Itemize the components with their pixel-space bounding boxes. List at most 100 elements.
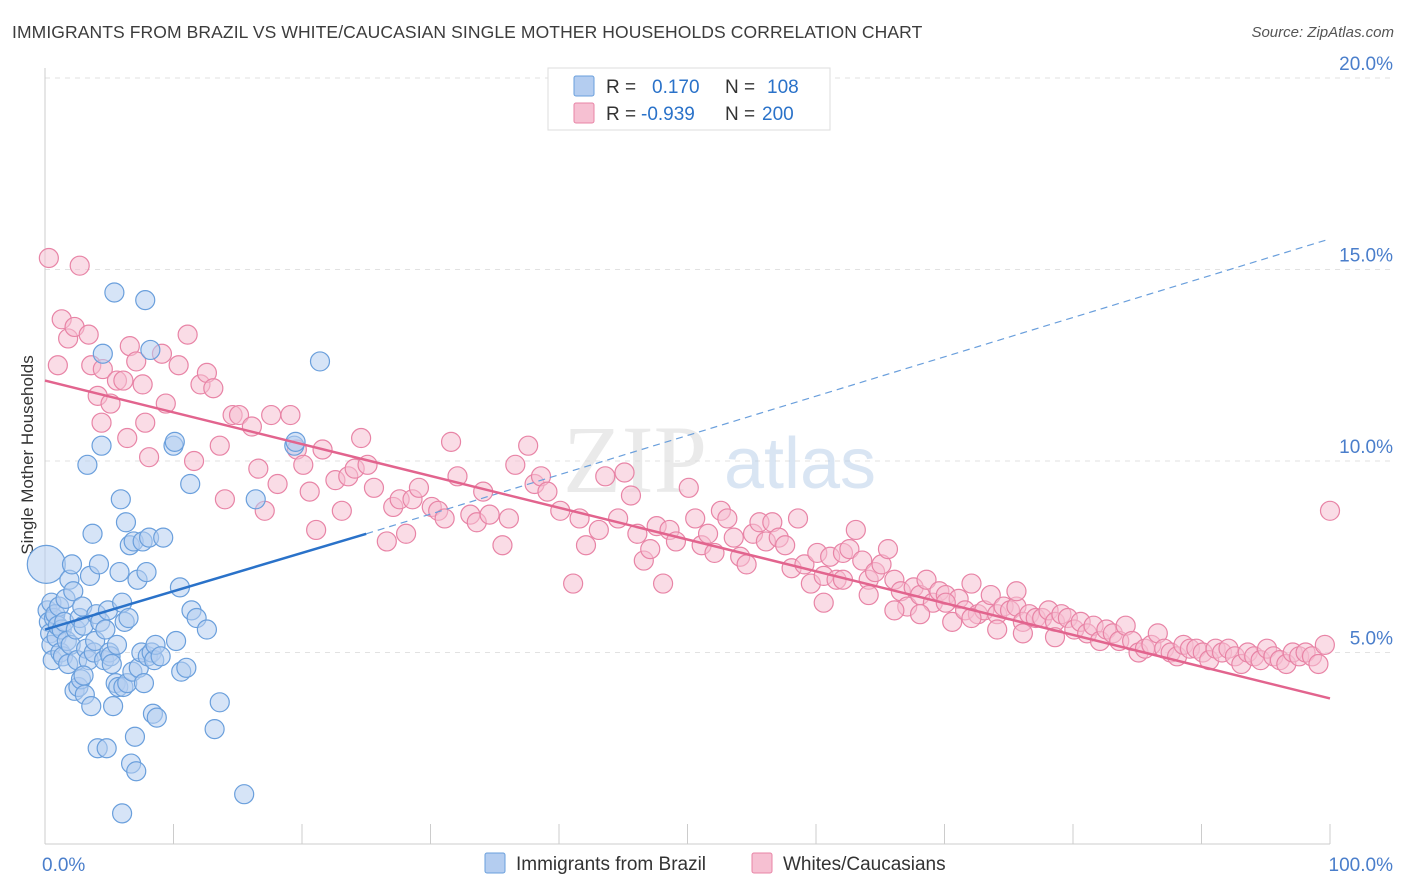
immigrants-brazil-point (103, 696, 124, 717)
watermark-atlas: atlas (724, 424, 876, 504)
whites-caucasians-point (916, 569, 937, 590)
whites-caucasians-point (376, 531, 397, 552)
legend-swatch-pink (573, 102, 595, 124)
whites-caucasians-point (845, 519, 866, 541)
whites-caucasians-point (575, 535, 597, 556)
whites-caucasians-point (620, 485, 642, 506)
whites-caucasians-point (177, 324, 198, 345)
whites-caucasians-point (248, 458, 269, 479)
immigrants-brazil-point (73, 665, 94, 686)
whites-caucasians-point (505, 454, 526, 475)
brazil-trend-line (44, 532, 367, 631)
whites-caucasians-point (38, 247, 59, 269)
whites-caucasians-point (117, 427, 138, 449)
whites-caucasians-point (126, 351, 147, 372)
legend-r-value-blue: 0.170 (652, 77, 700, 98)
bottom-legend-swatch-blue (484, 852, 506, 874)
legend-r-value-pink: -0.939 (641, 104, 695, 125)
immigrants-brazil-point (176, 657, 197, 678)
legend-r-label-blue: R = (606, 77, 636, 98)
immigrants-brazil-point (164, 431, 185, 452)
whites-caucasians-point (138, 447, 160, 468)
immigrants-brazil-point (135, 290, 156, 311)
immigrants-brazil-point (126, 761, 147, 782)
whites-caucasians-point (884, 600, 905, 621)
y-tick-labels: 5.0% 10.0% 15.0% 20.0% (1339, 54, 1393, 650)
immigrants-brazil-point (111, 803, 133, 824)
immigrants-brazil-point (115, 512, 137, 533)
immigrants-brazil-point (106, 634, 128, 655)
immigrants-brazil-point (209, 692, 230, 713)
whites-caucasians-point (267, 473, 288, 495)
grid-lines (45, 77, 1395, 653)
whites-caucasians-point (306, 519, 327, 541)
y-tick-label-2: 15.0% (1339, 246, 1393, 267)
immigrants-brazil-point (165, 630, 187, 652)
whites-caucasians-point (91, 412, 112, 433)
immigrants-brazil-point (110, 489, 131, 510)
whites-caucasians-point (685, 508, 706, 529)
whites-caucasians-point (203, 378, 224, 399)
whites-caucasians-point (299, 481, 320, 502)
immigrants-brazil-point (196, 619, 218, 640)
whites-caucasians-point (980, 584, 1001, 606)
whites-caucasians-point (395, 523, 417, 544)
whites-caucasians-point (47, 355, 68, 376)
series-legend: Immigrants from Brazil Whites/Caucasians (484, 852, 946, 875)
x-tick-labels: 0.0% 100.0% (42, 855, 1393, 876)
bottom-legend-label-pink: Whites/Caucasians (783, 854, 946, 875)
whites-caucasians-point (183, 450, 205, 472)
immigrants-brazil-point (63, 581, 84, 602)
immigrants-brazil-point (109, 561, 130, 583)
whites-caucasians-point (1308, 653, 1329, 675)
whites-caucasians-point (595, 466, 616, 487)
whites-caucasians-point (942, 611, 963, 632)
whites-caucasians-point (858, 584, 879, 606)
whites-caucasians-point (813, 592, 834, 613)
x-tick-label-0: 0.0% (42, 855, 85, 876)
legend-n-value-pink: 200 (762, 104, 794, 125)
whites-caucasians-point (209, 435, 230, 456)
immigrants-brazil-point (61, 554, 83, 575)
immigrants-brazil-point (309, 351, 331, 372)
y-tick-label-3: 20.0% (1339, 54, 1393, 75)
immigrants-brazil-point (104, 282, 125, 303)
immigrants-brazil-points (26, 282, 331, 824)
whites-caucasians-point (434, 508, 455, 529)
whites-caucasians-point (440, 431, 462, 452)
immigrants-brazil-point (124, 726, 146, 747)
whites-trend-line (44, 379, 1331, 700)
whites-caucasians-point (787, 508, 809, 529)
stats-legend: R = 0.170 N = 108 R = -0.939 N = 200 (547, 67, 831, 131)
axes (44, 68, 1331, 845)
whites-caucasians-point (877, 538, 899, 560)
whites-caucasians-point (563, 573, 584, 594)
whites-caucasians-point (280, 404, 301, 426)
whites-caucasians-point (518, 435, 539, 456)
whites-caucasians-point (1006, 581, 1027, 602)
whites-caucasians-point (408, 477, 430, 498)
whites-caucasians-point (987, 619, 1008, 640)
whites-caucasians-point (640, 538, 661, 560)
whites-caucasians-point (1012, 623, 1033, 644)
whites-caucasians-point (135, 412, 156, 433)
immigrants-brazil-point (146, 707, 167, 728)
whites-caucasians-point (498, 508, 519, 529)
immigrants-brazil-point (180, 473, 201, 495)
immigrants-brazil-point (81, 696, 102, 717)
immigrants-brazil-point (82, 523, 103, 544)
whites-caucasians-point (69, 255, 90, 276)
whites-caucasians-point (723, 527, 744, 548)
whites-caucasians-point (228, 404, 250, 426)
legend-swatch-blue (573, 75, 595, 97)
whites-caucasians-point (852, 550, 873, 571)
legend-n-label-pink: N = (725, 104, 755, 125)
immigrants-brazil-point (101, 653, 122, 675)
whites-caucasians-point (839, 538, 860, 560)
whites-caucasians-point (78, 324, 99, 345)
immigrants-brazil-point (133, 673, 155, 694)
legend-r-label-pink: R = (606, 104, 636, 125)
whites-caucasians-point (168, 355, 189, 376)
whites-caucasians-point (331, 500, 352, 521)
